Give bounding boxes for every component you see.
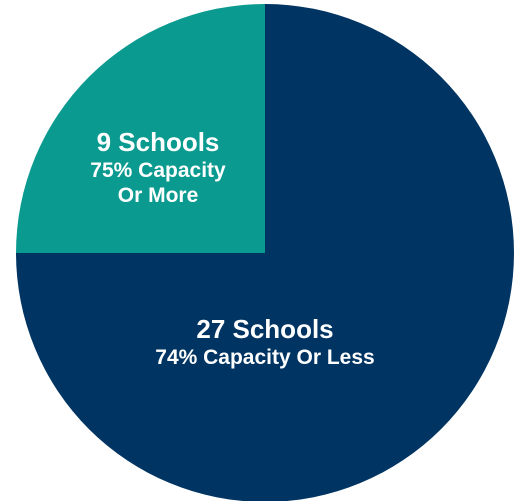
category-label: 75% Capacity Or More	[90, 159, 226, 208]
category-label: 74% Capacity Or Less	[155, 346, 375, 369]
pie-slice	[16, 4, 265, 253]
slice-label: 27 Schools 74% Capacity Or Less	[65, 314, 465, 370]
slice-label: 9 Schools 75% Capacity Or More	[76, 127, 241, 209]
value-label: 27 Schools	[196, 313, 334, 344]
value-label: 9 Schools	[96, 127, 220, 158]
